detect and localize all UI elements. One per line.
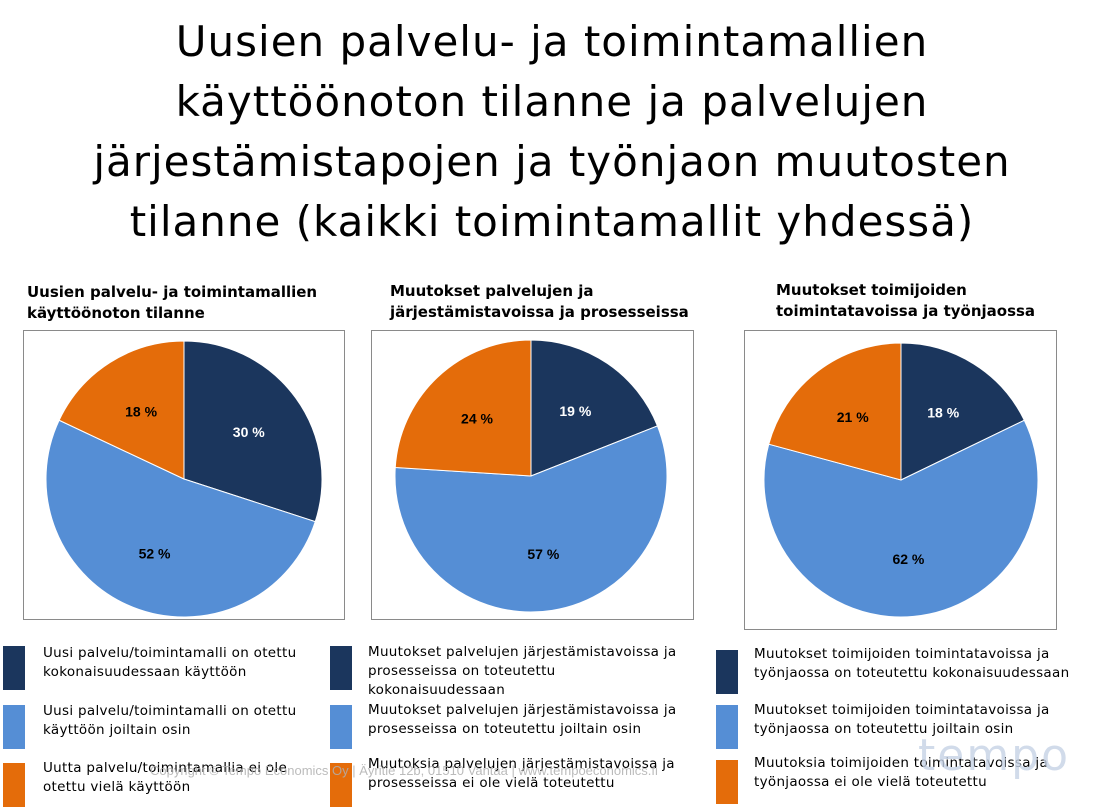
legend-label: Uusi palvelu/toimintamalli on otettu käy… (43, 702, 296, 740)
slide-title-line: tilanne (kaikki toimintamallit yhdessä) (129, 197, 975, 246)
slice-not-done (58, 340, 185, 480)
legend-line: käyttöön joiltain osin (43, 722, 191, 738)
slice-partly-done (45, 419, 316, 618)
legend-line: prosesseissa ei ole vielä toteutettu (368, 775, 615, 791)
chart-3-pie: 18 % 62 % 21 % (763, 342, 1039, 618)
legend-line: Muutokset palvelujen järjestämistavoissa… (368, 702, 677, 718)
footer-copyright: Copyright © Tempo Economics Oy | Äyritie… (150, 763, 658, 778)
legend-label: Muutokset toimijoiden toimintatavoissa j… (754, 701, 1050, 739)
legend-label: Muutoksia toimijoiden toimintatavoissa j… (754, 754, 1048, 792)
slide-title-line: järjestämistapojen ja työnjaon muutosten (93, 137, 1011, 186)
slice-data-label: 19 % (559, 403, 591, 419)
slice-data-label: 57 % (527, 546, 559, 562)
legend-line: prosesseissa on toteutettu joiltain osin (368, 721, 642, 737)
slice-fully-done (900, 342, 1025, 481)
slice-data-label: 30 % (233, 424, 265, 440)
legend-swatch-dark (3, 646, 25, 690)
slice-data-label: 18 % (125, 403, 157, 419)
legend-swatch-orange (716, 760, 738, 804)
chart-title-line: järjestämistavoissa ja prosesseissa (390, 303, 689, 321)
slice-data-label: 62 % (892, 551, 924, 567)
legend-swatch-orange (330, 763, 352, 807)
chart-3-title: Muutokset toimijoiden toimintatavoissa j… (776, 280, 1035, 322)
legend-line: kokonaisuudessaan (368, 682, 506, 698)
legend-label: Muutokset palvelujen järjestämistavoissa… (368, 643, 676, 700)
chart-title-line: Muutokset palvelujen ja (390, 282, 594, 300)
legend-swatch-light (3, 705, 25, 749)
legend-line: työnjaossa ei ole vielä toteutettu (754, 774, 987, 790)
legend-line: prosesseissa on toteutettu (368, 663, 556, 679)
slide-title: Uusien palvelu- ja toimintamallien käytt… (0, 12, 1104, 252)
slice-fully-done (183, 340, 323, 523)
legend-line: Muutoksia palvelujen järjestämistavoissa… (368, 756, 675, 772)
legend-line: Muutoksia toimijoiden toimintatavoissa j… (754, 755, 1049, 771)
legend-line: kokonaisuudessaan käyttöön (43, 664, 247, 680)
slide-title-line: Uusien palvelu- ja toimintamallien (175, 17, 929, 66)
legend-line: työnjaossa on toteutettu kokonaisuudessa… (754, 665, 1070, 681)
chart-2-pie: 19 % 57 % 24 % (394, 339, 668, 613)
chart-2-frame: 19 % 57 % 24 % (371, 330, 694, 620)
legend-swatch-dark (330, 646, 352, 690)
chart-title-line: toimintatavoissa ja työnjaossa (776, 302, 1036, 320)
legend-swatch-light (716, 705, 738, 749)
legend-line: Uusi palvelu/toimintamalli on otettu (43, 645, 297, 661)
slide-title-line: käyttöönoton tilanne ja palvelujen (175, 77, 929, 126)
chart-3-frame: 18 % 62 % 21 % (744, 330, 1057, 630)
legend-label: Uusi palvelu/toimintamalli on otettu kok… (43, 644, 296, 682)
chart-title-line: Uusien palvelu- ja toimintamallien (27, 283, 318, 301)
slice-data-label: 18 % (927, 405, 959, 421)
chart-1-frame: 30 % 52 % 18 % (23, 330, 345, 620)
chart-1-title: Uusien palvelu- ja toimintamallien käytt… (27, 282, 317, 324)
legend-label: Muutokset toimijoiden toimintatavoissa j… (754, 645, 1069, 683)
slice-data-label: 21 % (837, 409, 869, 425)
legend-swatch-light (330, 705, 352, 749)
slice-not-done (768, 342, 902, 481)
legend-line: työnjaossa on toteutettu joiltain osin (754, 721, 1014, 737)
chart-title-line: Muutokset toimijoiden (776, 281, 967, 299)
legend-line: Muutokset toimijoiden toimintatavoissa j… (754, 702, 1050, 718)
legend-label: Muutoksia palvelujen järjestämistavoissa… (368, 755, 675, 793)
legend-line: Muutokset palvelujen järjestämistavoissa… (368, 644, 677, 660)
chart-1-pie: 30 % 52 % 18 % (45, 340, 323, 618)
legend-swatch-dark (716, 650, 738, 694)
chart-title-line: käyttöönoton tilanne (27, 304, 205, 322)
chart-2-title: Muutokset palvelujen ja järjestämistavoi… (390, 281, 689, 323)
slice-data-label: 52 % (139, 545, 171, 561)
legend-swatch-orange (3, 763, 25, 807)
slice-not-done (394, 339, 532, 477)
legend-label: Uutta palvelu/toimintamallia ei ole otet… (43, 759, 287, 797)
slice-partly-done (394, 425, 668, 613)
legend-line: otettu vielä käyttöön (43, 779, 191, 795)
slice-data-label: 24 % (461, 410, 493, 426)
legend-line: Muutokset toimijoiden toimintatavoissa j… (754, 646, 1050, 662)
slice-fully-done (530, 339, 659, 477)
slice-partly-done (763, 419, 1039, 618)
legend-line: Uutta palvelu/toimintamallia ei ole (43, 760, 288, 776)
legend-label: Muutokset palvelujen järjestämistavoissa… (368, 701, 676, 739)
tempo-logo: tempo (918, 730, 1071, 781)
legend-line: Uusi palvelu/toimintamalli on otettu (43, 703, 297, 719)
